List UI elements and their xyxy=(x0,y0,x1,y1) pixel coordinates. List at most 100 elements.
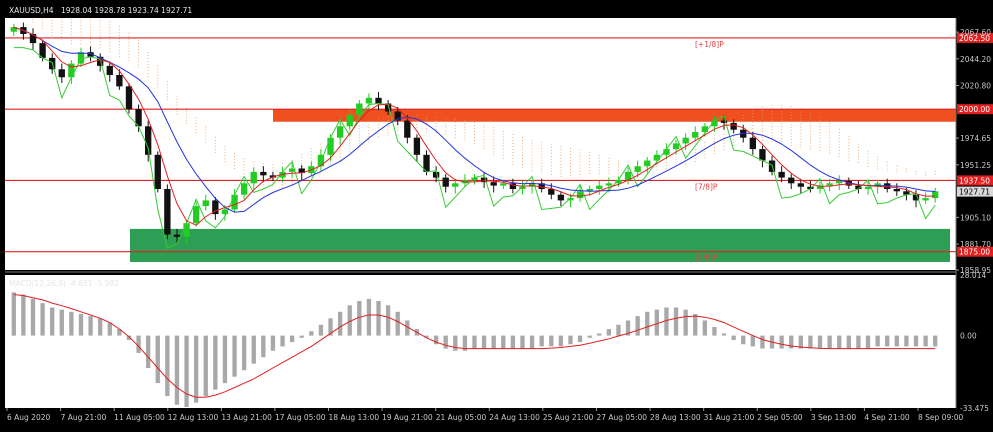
candles xyxy=(10,22,939,244)
candle-body xyxy=(58,69,65,78)
candle-body xyxy=(807,186,814,190)
candle-body xyxy=(778,171,785,178)
candle-body xyxy=(480,177,488,183)
candle-body xyxy=(922,198,929,201)
candle-body xyxy=(701,126,709,133)
candle-body xyxy=(212,200,219,215)
candle-body xyxy=(240,183,248,195)
slow-ma-line xyxy=(13,26,936,213)
time-tick-label: 27 Aug 05:00 xyxy=(596,413,647,422)
candle-body xyxy=(87,52,94,57)
candle-body xyxy=(202,200,209,207)
candle-body xyxy=(826,183,833,186)
candle-body xyxy=(586,189,593,192)
candle-body xyxy=(596,185,603,190)
candle-body xyxy=(183,223,190,237)
candle-body xyxy=(720,120,728,123)
level-price-label: 1875.00 xyxy=(959,248,990,257)
time-tick-label: 7 Aug 21:00 xyxy=(61,413,107,422)
candle-body xyxy=(145,126,152,155)
candle-body xyxy=(29,33,37,44)
candle-body xyxy=(250,171,257,184)
candle-body xyxy=(298,168,305,174)
price-tick-label: 1881.70 xyxy=(960,240,991,249)
price-tick-label: 1951.25 xyxy=(960,161,991,170)
indicator-lines xyxy=(13,26,936,250)
price-tick-label: 1905.10 xyxy=(960,213,991,222)
price-tick-label: 1858.95 xyxy=(960,266,991,275)
candle-body xyxy=(173,234,181,237)
candle-body xyxy=(932,191,939,199)
time-tick-label: 28 Aug 13:00 xyxy=(650,413,701,422)
candle-body xyxy=(231,194,238,210)
level-name: [8/8]P xyxy=(695,254,718,263)
candle-body xyxy=(730,122,737,130)
time-tick-label: 13 Aug 21:00 xyxy=(221,413,272,422)
candle-body xyxy=(490,182,497,186)
candle-body xyxy=(260,171,267,176)
macd-pane xyxy=(5,275,956,408)
candle-body xyxy=(672,143,680,150)
current-price-label: 1927.71 xyxy=(959,188,990,197)
time-tick-label: 8 Sep 09:00 xyxy=(918,413,964,422)
level-price-tag xyxy=(957,175,993,186)
candle-body xyxy=(365,97,373,104)
candle-body xyxy=(375,97,382,104)
candle-body xyxy=(394,111,401,121)
candle-body xyxy=(97,56,104,66)
candle-body xyxy=(845,181,852,186)
candle-body xyxy=(336,126,344,138)
candle-body xyxy=(903,191,910,195)
green-line xyxy=(13,47,936,250)
candle-body xyxy=(164,189,171,235)
candle-body xyxy=(519,186,526,190)
macd-panel xyxy=(11,292,938,407)
candle-body xyxy=(346,114,353,127)
candle-body xyxy=(135,109,142,127)
time-tick-label: 11 Aug 05:00 xyxy=(114,413,165,422)
level-price-label: 2062.50 xyxy=(959,34,990,43)
macd-header: MACD(12,26,9) -4.651 -5.982 xyxy=(9,279,119,288)
fast-ma-line xyxy=(13,26,936,226)
time-tick-label: 17 Aug 05:00 xyxy=(275,413,326,422)
level-name: [7/8]P xyxy=(695,182,718,191)
candle-body xyxy=(912,194,920,201)
price-tick-label: 2067.60 xyxy=(960,28,991,37)
candle-body xyxy=(442,177,449,187)
time-tick-label: 19 Aug 21:00 xyxy=(382,413,433,422)
candle-body xyxy=(500,183,507,186)
candle-body xyxy=(509,183,517,190)
candle-body xyxy=(471,177,478,180)
candle-body xyxy=(855,185,862,190)
candle-body xyxy=(816,185,824,190)
ichimoku-cloud xyxy=(22,18,936,189)
time-tick-label: 25 Aug 21:00 xyxy=(543,413,594,422)
price-tick-label: 1974.65 xyxy=(960,134,991,143)
level-price-tag xyxy=(957,104,993,115)
candle-body xyxy=(68,63,75,78)
candle-body xyxy=(423,154,430,172)
symbol-header: XAUUSD,H4 1928.04 1928.78 1923.74 1927.7… xyxy=(9,6,192,15)
candle-body xyxy=(154,154,161,190)
candle-body xyxy=(663,149,670,155)
candle-body xyxy=(864,186,872,190)
macd-tick-label: -33.475 xyxy=(960,404,989,413)
candle-body xyxy=(557,194,565,201)
candle-body xyxy=(413,137,421,155)
macd-signal-line xyxy=(13,294,936,398)
main-pane xyxy=(5,18,956,270)
candle-body xyxy=(77,52,85,64)
candle-body xyxy=(404,120,411,138)
candle-body xyxy=(432,171,440,178)
candle-body xyxy=(605,183,613,186)
candle-body xyxy=(836,181,843,184)
candle-body xyxy=(576,191,584,199)
candle-body xyxy=(116,75,123,87)
resistance-zone xyxy=(273,109,956,122)
candle-body xyxy=(279,171,286,178)
candle-body xyxy=(288,168,296,172)
candle-body xyxy=(528,183,536,187)
candle-body xyxy=(356,103,363,115)
candle-body xyxy=(692,132,699,138)
